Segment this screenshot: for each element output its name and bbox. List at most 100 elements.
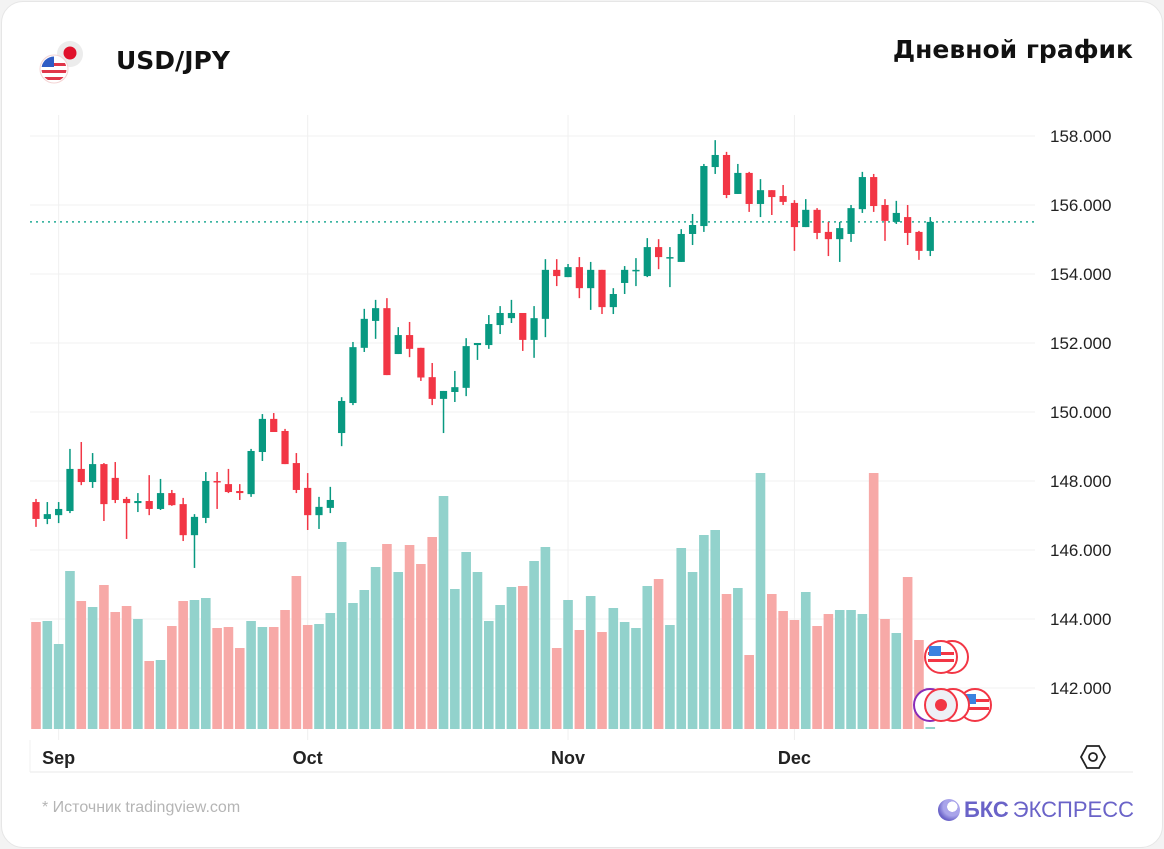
volume-bar	[382, 544, 392, 729]
candle-body	[168, 493, 176, 506]
candle-body	[541, 269, 549, 319]
volume-bar	[314, 624, 324, 729]
volume-bar	[450, 589, 460, 729]
candle-body	[756, 190, 765, 204]
volume-bar	[133, 619, 143, 729]
month-tick-label: Oct	[293, 748, 323, 768]
candle-body	[688, 225, 697, 234]
us-event-icon[interactable]	[924, 640, 969, 674]
candle	[462, 338, 470, 397]
candle	[779, 184, 787, 205]
candle	[338, 397, 346, 447]
candle	[881, 199, 889, 241]
candle	[587, 261, 595, 310]
jp-event-icon[interactable]	[913, 688, 970, 722]
candle-body	[304, 487, 312, 516]
volume-bar	[155, 660, 166, 729]
candle	[213, 472, 221, 509]
economic-events[interactable]	[913, 640, 992, 722]
volume-bar	[744, 655, 754, 729]
volume-bar	[178, 601, 188, 729]
candle	[519, 312, 527, 351]
volume-bar	[789, 620, 800, 729]
volume-bar	[427, 537, 437, 729]
candle-body	[632, 269, 640, 272]
candle	[439, 390, 448, 434]
candle	[768, 190, 776, 216]
candle-body	[100, 464, 108, 505]
candle	[156, 478, 165, 510]
logo-text: ЭКСПРЕСС	[1012, 797, 1134, 822]
volume-bar	[914, 640, 924, 729]
volume-bar	[246, 621, 256, 729]
candle-body	[824, 231, 832, 240]
volume-bar	[336, 542, 347, 729]
candle-body	[609, 294, 617, 308]
month-tick-label: Dec	[778, 748, 811, 768]
candle	[915, 230, 923, 260]
candle-body	[779, 196, 787, 202]
candle	[134, 493, 142, 513]
candle	[168, 489, 176, 506]
volume-bar	[619, 622, 630, 729]
candle-body	[236, 491, 244, 494]
volume-bar	[212, 628, 222, 729]
candle	[473, 343, 482, 360]
candle-body	[802, 209, 810, 228]
candle	[496, 306, 504, 335]
candle	[541, 259, 549, 338]
volume-bar	[416, 564, 426, 729]
settings-icon[interactable]	[1079, 745, 1107, 769]
volume-bar	[812, 626, 822, 729]
candle-body	[134, 501, 142, 504]
candle-body	[598, 269, 606, 308]
candle	[417, 347, 425, 381]
candle	[677, 229, 685, 262]
candle-body	[677, 233, 685, 262]
candle-body	[338, 400, 346, 434]
volume-bar	[721, 594, 732, 729]
candle-body	[553, 269, 561, 277]
candle-body	[111, 477, 119, 500]
volume-bar	[699, 535, 709, 729]
volume-bar	[846, 610, 856, 729]
candle-body	[156, 493, 165, 509]
candle	[870, 173, 878, 212]
candle-body	[326, 499, 334, 508]
volume-bar	[144, 661, 154, 729]
candle	[824, 221, 832, 257]
volume-bar	[325, 613, 336, 729]
price-tick-label: 150.000	[1050, 403, 1111, 422]
candle-body	[836, 228, 844, 240]
candle	[32, 498, 40, 527]
candle	[383, 298, 391, 376]
candle	[530, 306, 538, 358]
volume-bar	[823, 614, 834, 729]
candle-body	[915, 231, 923, 251]
candle-body	[621, 269, 629, 283]
candle	[190, 514, 199, 568]
candle	[394, 327, 402, 355]
volume-bar	[868, 473, 879, 729]
candle	[428, 363, 436, 406]
candle-body	[89, 464, 97, 483]
volume-bar	[370, 567, 381, 729]
volume-bar	[834, 610, 845, 729]
logo-mark-icon	[937, 799, 960, 821]
candle-body	[270, 418, 278, 433]
candle-body	[904, 217, 912, 233]
candle-body	[258, 418, 266, 453]
candle-body	[666, 257, 674, 259]
month-tick-label: Sep	[42, 748, 75, 768]
candle	[813, 208, 821, 240]
candle-body	[372, 308, 380, 321]
candle-body	[451, 387, 459, 392]
candle-body	[768, 190, 776, 198]
candle	[247, 448, 255, 497]
volume-bar	[223, 627, 234, 729]
candle	[55, 502, 63, 524]
candle-body	[519, 312, 527, 340]
candle	[711, 140, 719, 174]
volume-bar	[495, 605, 505, 729]
